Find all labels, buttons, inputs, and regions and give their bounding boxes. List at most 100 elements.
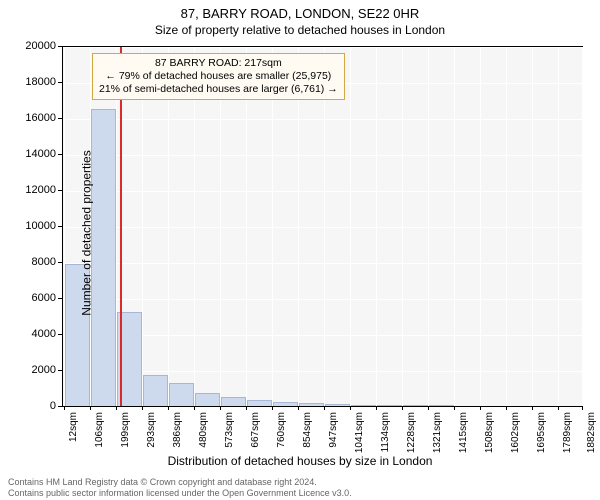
x-tick-label: 1321sqm: [432, 412, 443, 453]
x-tick-label: 1228sqm: [406, 412, 417, 453]
gridline-h: [62, 191, 582, 192]
x-tick-label: 1508sqm: [484, 412, 495, 453]
y-tick-mark: [58, 82, 62, 83]
x-tick-mark: [272, 406, 273, 410]
y-axis-line: [62, 46, 63, 406]
x-tick-label: 1789sqm: [562, 412, 573, 453]
x-tick-label: 1415sqm: [458, 412, 469, 453]
annotation-line: 21% of semi-detached houses are larger (…: [99, 83, 338, 96]
x-tick-label: 1602sqm: [510, 412, 521, 453]
histogram-bar: [195, 393, 220, 407]
y-tick-label: 20000: [0, 40, 56, 52]
y-tick-mark: [58, 406, 62, 407]
gridline-h: [62, 155, 582, 156]
x-axis-line: [62, 406, 582, 407]
gridline-v: [402, 47, 403, 407]
gridline-v: [376, 47, 377, 407]
histogram-bar: [91, 109, 116, 407]
histogram-bar: [143, 375, 168, 407]
y-tick-mark: [58, 262, 62, 263]
x-tick-label: 1041sqm: [354, 412, 365, 453]
y-tick-mark: [58, 118, 62, 119]
y-tick-label: 0: [0, 400, 56, 412]
gridline-v: [532, 47, 533, 407]
x-tick-mark: [116, 406, 117, 410]
gridline-v: [324, 47, 325, 407]
x-tick-label: 480sqm: [198, 412, 209, 448]
x-tick-mark: [246, 406, 247, 410]
x-tick-mark: [350, 406, 351, 410]
x-tick-label: 667sqm: [250, 412, 261, 448]
x-axis-label: Distribution of detached houses by size …: [0, 454, 600, 468]
x-tick-mark: [142, 406, 143, 410]
gridline-h: [62, 119, 582, 120]
x-tick-label: 573sqm: [224, 412, 235, 448]
y-tick-label: 12000: [0, 184, 56, 196]
y-axis-label: Number of detached properties: [80, 150, 94, 315]
reference-line: [120, 47, 122, 407]
y-tick-mark: [58, 190, 62, 191]
x-tick-label: 1882sqm: [586, 412, 597, 453]
y-tick-label: 8000: [0, 256, 56, 268]
gridline-h: [62, 227, 582, 228]
annotation-line: ← 79% of detached houses are smaller (25…: [99, 70, 338, 83]
y-tick-mark: [58, 298, 62, 299]
gridline-v: [350, 47, 351, 407]
y-tick-label: 2000: [0, 364, 56, 376]
x-tick-mark: [454, 406, 455, 410]
x-tick-mark: [168, 406, 169, 410]
x-tick-mark: [298, 406, 299, 410]
x-tick-mark: [582, 406, 583, 410]
gridline-h: [62, 407, 582, 408]
gridline-h: [62, 47, 582, 48]
x-tick-mark: [220, 406, 221, 410]
gridline-v: [272, 47, 273, 407]
gridline-v: [454, 47, 455, 407]
gridline-v: [168, 47, 169, 407]
footer-attribution: Contains HM Land Registry data © Crown c…: [8, 477, 352, 498]
gridline-v: [194, 47, 195, 407]
x-tick-mark: [402, 406, 403, 410]
footer-line-1: Contains HM Land Registry data © Crown c…: [8, 477, 352, 487]
annotation-line: 87 BARRY ROAD: 217sqm: [99, 57, 338, 70]
gridline-h: [62, 299, 582, 300]
x-tick-label: 199sqm: [120, 412, 131, 448]
y-tick-label: 10000: [0, 220, 56, 232]
x-tick-mark: [480, 406, 481, 410]
gridline-h: [62, 263, 582, 264]
x-tick-mark: [194, 406, 195, 410]
x-tick-label: 12sqm: [68, 412, 79, 442]
y-tick-label: 6000: [0, 292, 56, 304]
gridline-v: [558, 47, 559, 407]
x-tick-label: 386sqm: [172, 412, 183, 448]
plot-area: 87 BARRY ROAD: 217sqm← 79% of detached h…: [62, 46, 583, 407]
x-tick-mark: [324, 406, 325, 410]
y-tick-mark: [58, 46, 62, 47]
annotation-box: 87 BARRY ROAD: 217sqm← 79% of detached h…: [92, 53, 345, 100]
x-tick-label: 854sqm: [302, 412, 313, 448]
x-tick-label: 1695sqm: [536, 412, 547, 453]
y-tick-label: 14000: [0, 148, 56, 160]
gridline-v: [506, 47, 507, 407]
y-tick-label: 4000: [0, 328, 56, 340]
x-tick-label: 1134sqm: [380, 412, 391, 452]
y-tick-mark: [58, 226, 62, 227]
chart-title: 87, BARRY ROAD, LONDON, SE22 0HR: [0, 0, 600, 21]
gridline-v: [142, 47, 143, 407]
histogram-bar: [169, 383, 194, 407]
x-tick-mark: [558, 406, 559, 410]
gridline-v: [220, 47, 221, 407]
x-tick-label: 293sqm: [146, 412, 157, 448]
x-tick-label: 106sqm: [94, 412, 105, 448]
gridline-v: [428, 47, 429, 407]
chart-subtitle: Size of property relative to detached ho…: [0, 21, 600, 37]
gridline-v: [246, 47, 247, 407]
y-tick-label: 18000: [0, 76, 56, 88]
footer-line-2: Contains public sector information licen…: [8, 488, 352, 498]
x-tick-mark: [506, 406, 507, 410]
gridline-v: [480, 47, 481, 407]
x-tick-label: 947sqm: [328, 412, 339, 448]
y-tick-mark: [58, 334, 62, 335]
y-tick-label: 16000: [0, 112, 56, 124]
y-tick-mark: [58, 370, 62, 371]
